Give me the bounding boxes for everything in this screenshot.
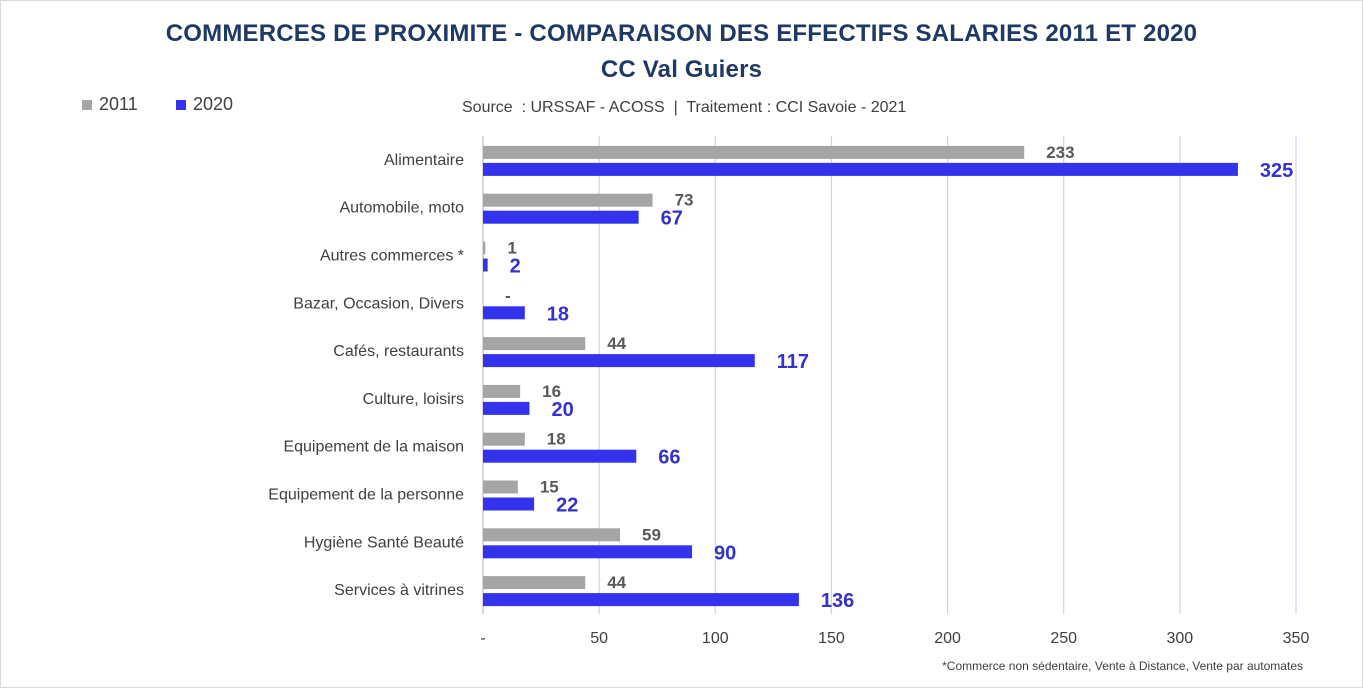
chart-title: COMMERCES DE PROXIMITE - COMPARAISON DES… — [165, 20, 1198, 47]
category-label: Automobile, moto — [339, 200, 464, 217]
data-label-2011: 59 — [642, 525, 661, 544]
data-label-2020: 20 — [551, 399, 573, 421]
x-tick-label: 350 — [1283, 630, 1310, 647]
category-label: Culture, loisirs — [363, 391, 464, 408]
category-label: Autres commerces * — [320, 248, 464, 265]
x-tick-label: 300 — [1167, 630, 1194, 647]
x-tick-label: - — [480, 630, 485, 647]
labels: - 50 100 150 200 250 300 350 Alimentaire 233 325 Au… — [268, 143, 1309, 647]
bar-2011 — [483, 145, 1025, 159]
grid-lines — [482, 136, 1297, 614]
category-label: Cafés, restaurants — [333, 343, 464, 360]
category-label: Bazar, Occasion, Divers — [293, 295, 464, 312]
data-label-2011: 1 — [507, 239, 516, 258]
bar-2020 — [483, 545, 693, 559]
legend-label-2020: 2020 — [193, 94, 234, 114]
category-label: Alimentaire — [384, 152, 464, 169]
x-tick-label: 200 — [934, 630, 961, 647]
data-label-2020: 117 — [777, 351, 809, 373]
data-label-2020: 90 — [714, 542, 736, 564]
x-tick-label: 250 — [1050, 630, 1077, 647]
x-tick-label: 150 — [818, 630, 845, 647]
bar-2011 — [483, 193, 653, 207]
data-label-2011: 233 — [1046, 143, 1074, 162]
data-label-2011: 18 — [547, 430, 566, 449]
category-label: Services à vitrines — [334, 582, 464, 599]
bar-2020 — [483, 497, 535, 511]
chart-footnote: *Commerce non sédentaire, Vente à Distan… — [942, 659, 1303, 673]
legend-swatch-2020 — [176, 99, 186, 110]
data-label-2011: 44 — [607, 334, 626, 353]
category-label: Equipement de la personne — [268, 487, 464, 504]
data-label-2020: 2 — [510, 256, 521, 278]
bar-2011 — [483, 576, 586, 590]
legend-label-2011: 2011 — [99, 94, 138, 114]
bar-2011 — [483, 241, 486, 255]
bar-2020 — [483, 210, 639, 224]
data-label-2020: 18 — [547, 303, 569, 325]
bar-2020 — [483, 401, 530, 415]
bars — [483, 145, 1238, 607]
bar-2020 — [483, 162, 1238, 176]
category-label: Equipement de la maison — [283, 439, 464, 456]
data-label-2020: 66 — [658, 447, 680, 469]
bar-2011 — [483, 337, 586, 351]
bar-2011 — [483, 528, 621, 542]
bar-2011 — [483, 384, 521, 398]
bar-2020 — [483, 354, 755, 368]
data-label-2011: 15 — [540, 478, 559, 497]
chart-source: Source : URSSAF - ACOSS | Traitement : C… — [462, 99, 907, 116]
bar-2011 — [483, 432, 525, 446]
bar-2020 — [483, 306, 525, 320]
category-label: Hygiène Santé Beauté — [304, 534, 464, 551]
legend-item-2011: 2011 — [82, 94, 138, 115]
data-label-2020: 22 — [556, 495, 578, 517]
chart-subtitle: CC Val Guiers — [600, 56, 763, 83]
legend-swatch-2011 — [82, 99, 92, 110]
data-label-2011: 16 — [542, 382, 561, 401]
data-label-2011: - — [505, 286, 511, 305]
data-label-2020: 325 — [1260, 160, 1293, 182]
legend-item-2020: 2020 — [176, 94, 233, 115]
data-label-2011: 73 — [675, 191, 694, 210]
data-label-2011: 44 — [607, 573, 626, 592]
x-tick-label: 100 — [702, 630, 729, 647]
bar-2020 — [483, 449, 637, 463]
data-label-2020: 136 — [821, 590, 854, 612]
x-tick-label: 50 — [590, 630, 608, 647]
bar-2020 — [483, 258, 488, 272]
data-label-2020: 67 — [661, 208, 683, 230]
bar-2011 — [483, 480, 518, 494]
bar-2020 — [483, 593, 799, 607]
